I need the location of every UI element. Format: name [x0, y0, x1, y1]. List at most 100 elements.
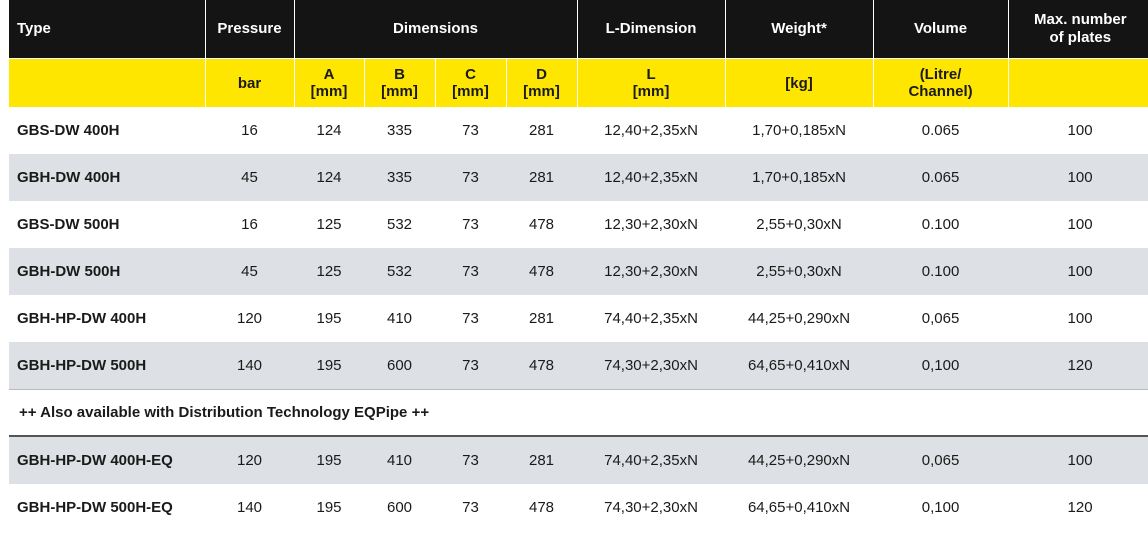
- unit-d: D [mm]: [505, 58, 578, 107]
- cell-max-plates: 100: [1067, 310, 1093, 327]
- cell-volume: 0.100: [873, 248, 1009, 295]
- cell-d: 478: [529, 216, 555, 233]
- cell-max-plates: 120: [1008, 342, 1148, 390]
- cell-max-plates: 100: [1067, 216, 1093, 233]
- cell-weight: 2,55+0,30xN: [725, 248, 874, 295]
- unit-weight: [kg]: [724, 58, 874, 107]
- cell-weight: 44,25+0,290xN: [747, 310, 851, 327]
- cell-max-plates: 100: [1008, 436, 1148, 484]
- cell-a: 195: [316, 499, 342, 516]
- unit-pressure: bar: [204, 58, 294, 107]
- cell-a: 195: [316, 310, 342, 327]
- unit-l: L [mm]: [576, 58, 726, 107]
- cell-l: 12,40+2,35xN: [604, 122, 698, 139]
- cell-pressure: 120: [205, 436, 294, 484]
- cell-max-plates: 120: [1067, 499, 1093, 516]
- cell-a: 124: [294, 154, 364, 201]
- cell-type: GBH-HP-DW 400H-EQ: [9, 436, 205, 484]
- cell-pressure: 45: [205, 154, 294, 201]
- cell-type: GBH-HP-DW 500H-EQ: [17, 499, 173, 516]
- cell-max-plates: 100: [1008, 154, 1148, 201]
- cell-c: 73: [435, 436, 506, 484]
- col-header-l-dimension: L-Dimension: [576, 0, 726, 59]
- col-header-type: Type: [9, 0, 205, 59]
- cell-d: 478: [506, 248, 578, 295]
- cell-pressure: 16: [241, 216, 258, 233]
- cell-weight: 1,70+0,185xN: [752, 122, 846, 139]
- cell-d: 281: [529, 310, 555, 327]
- cell-type: GBH-DW 500H: [9, 248, 205, 295]
- cell-c: 73: [435, 248, 506, 295]
- cell-l: 12,40+2,35xN: [577, 154, 726, 201]
- cell-a: 195: [294, 342, 364, 390]
- cell-l: 74,40+2,35xN: [577, 436, 726, 484]
- cell-c: 73: [462, 216, 479, 233]
- unit-type: [9, 58, 205, 107]
- cell-d: 281: [529, 122, 555, 139]
- cell-c: 73: [462, 310, 479, 327]
- unit-a: A [mm]: [293, 58, 364, 107]
- note-row: ++ Also available with Distribution Tech…: [9, 389, 1148, 437]
- table-row: GBS-DW 400H 16 124 335 73 281 12,40+2,35…: [9, 107, 1148, 154]
- cell-weight: 2,55+0,30xN: [756, 216, 842, 233]
- table-row: GBH-HP-DW 500H-EQ 140 195 600 73 478 74,…: [9, 484, 1148, 531]
- cell-volume: 0,065: [873, 436, 1009, 484]
- cell-volume: 0.065: [921, 122, 960, 139]
- cell-d: 478: [529, 499, 555, 516]
- cell-weight: 64,65+0,410xN: [725, 342, 874, 390]
- col-header-volume: Volume: [872, 0, 1009, 59]
- cell-type: GBH-HP-DW 400H: [17, 310, 147, 327]
- unit-volume: (Litre/Channel): [872, 58, 1009, 107]
- cell-l: 74,30+2,30xN: [577, 342, 726, 390]
- cell-c: 73: [435, 342, 506, 390]
- table-row: GBH-HP-DW 400H-EQ 120 195 410 73 281 74,…: [9, 436, 1148, 484]
- cell-l: 12,30+2,30xN: [604, 216, 698, 233]
- cell-weight: 64,65+0,410xN: [747, 499, 851, 516]
- cell-b: 532: [386, 216, 413, 233]
- table-row: GBH-DW 400H 45 124 335 73 281 12,40+2,35…: [9, 154, 1148, 201]
- header-row-units: bar A [mm] B [mm] C [mm] D [mm] L [mm] [kg] (…: [9, 58, 1148, 107]
- cell-d: 281: [506, 436, 578, 484]
- cell-a: 195: [294, 436, 364, 484]
- table-row: GBH-HP-DW 400H 120 195 410 73 281 74,40+…: [9, 295, 1148, 342]
- cell-pressure: 16: [241, 122, 258, 139]
- cell-volume: 0.065: [873, 154, 1009, 201]
- unit-b: B [mm]: [363, 58, 435, 107]
- table-row: GBH-HP-DW 500H 140 195 600 73 478 74,30+…: [9, 342, 1148, 390]
- cell-d: 478: [506, 342, 578, 390]
- table-row: GBS-DW 500H 16 125 532 73 478 12,30+2,30…: [9, 201, 1148, 248]
- spec-table: Type Pressure Dimensions L-Dimension Wei…: [9, 0, 1148, 531]
- cell-type: GBH-HP-DW 500H: [9, 342, 205, 390]
- cell-l: 74,40+2,35xN: [604, 310, 698, 327]
- col-header-weight: Weight*: [724, 0, 874, 59]
- header-row-titles: Type Pressure Dimensions L-Dimension Wei…: [9, 0, 1148, 59]
- unit-max-plates: [1007, 58, 1148, 107]
- cell-volume: 0,065: [921, 310, 960, 327]
- cell-b: 532: [364, 248, 435, 295]
- cell-b: 600: [386, 499, 413, 516]
- col-header-pressure: Pressure: [204, 0, 294, 59]
- cell-volume: 0,100: [873, 342, 1009, 390]
- cell-weight: 44,25+0,290xN: [725, 436, 874, 484]
- cell-pressure: 45: [205, 248, 294, 295]
- cell-max-plates: 100: [1008, 248, 1148, 295]
- cell-volume: 0,100: [921, 499, 960, 516]
- cell-type: GBH-DW 400H: [9, 154, 205, 201]
- table-row: GBH-DW 500H 45 125 532 73 478 12,30+2,30…: [9, 248, 1148, 295]
- cell-a: 125: [316, 216, 342, 233]
- cell-pressure: 120: [236, 310, 263, 327]
- cell-b: 410: [386, 310, 413, 327]
- cell-volume: 0.100: [921, 216, 960, 233]
- cell-b: 600: [364, 342, 435, 390]
- cell-pressure: 140: [236, 499, 263, 516]
- cell-a: 124: [316, 122, 342, 139]
- cell-l: 12,30+2,30xN: [577, 248, 726, 295]
- cell-pressure: 140: [205, 342, 294, 390]
- cell-c: 73: [462, 122, 479, 139]
- cell-d: 281: [506, 154, 578, 201]
- cell-max-plates: 100: [1067, 122, 1093, 139]
- cell-c: 73: [435, 154, 506, 201]
- cell-l: 74,30+2,30xN: [604, 499, 698, 516]
- cell-b: 410: [364, 436, 435, 484]
- col-header-max-plates: Max. number of plates: [1007, 0, 1148, 59]
